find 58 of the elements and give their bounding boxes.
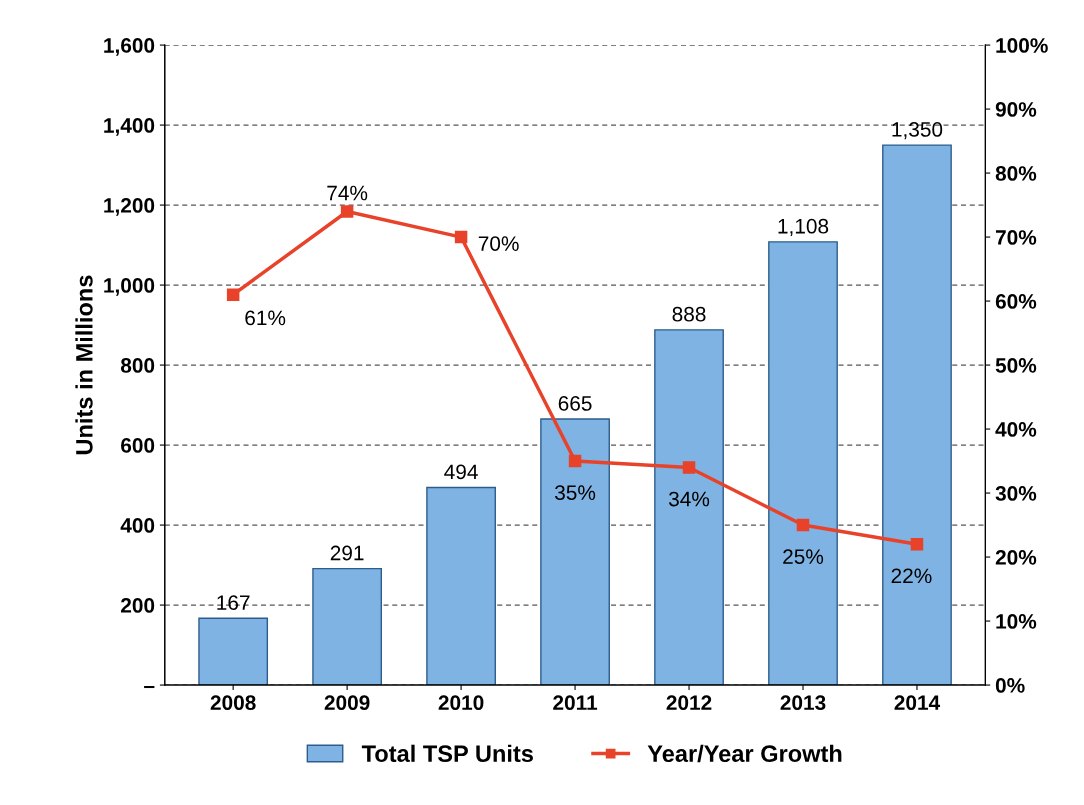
x-tick-label: 2013 [780,695,826,711]
point [796,518,810,532]
y2-tick-label: 40% [995,422,1037,437]
bar [426,486,496,686]
y-tick-label: – [144,685,155,689]
data-label: 25% [783,549,824,564]
y2-tick-label: 90% [995,102,1037,117]
legend-label: Year/Year Growth [647,744,842,763]
bar [540,418,610,686]
y-tick-label: 1,200 [104,198,155,216]
y-tick-label: 1,600 [104,38,155,56]
y2-tick-label: 100% [996,38,1048,53]
y-tick-label: 800 [120,358,155,373]
data-label: 888 [672,306,706,322]
y-axis-title: Units in Millions [75,275,93,455]
data-label: 70% [478,236,519,251]
bar [882,144,952,686]
bar [198,617,269,686]
y2-tick-label: 70% [995,230,1037,245]
data-label: 61% [245,310,286,326]
y-tick-label: 400 [120,518,155,533]
data-label: 1,108 [778,218,829,237]
data-label: 22% [891,568,932,584]
data-label: 665 [558,396,592,411]
x-tick-label: 2010 [438,695,484,711]
x-tick-label: 2009 [324,695,370,711]
x-tick-label: 2012 [666,695,712,711]
point [454,230,468,244]
data-label: 1,350 [892,122,943,140]
x-tick-label: 2011 [553,695,598,711]
legend-label: Total TSP Units [361,744,533,763]
point [568,454,582,468]
data-label: 167 [217,595,250,610]
y2-tick-label: 30% [995,486,1037,501]
y2-tick-label: 10% [996,614,1037,629]
y2-tick-label: 50% [995,358,1037,373]
y2-tick-label: 0% [995,678,1025,693]
y2-tick-label: 80% [995,166,1037,181]
y2-tick-label: 60% [995,294,1037,309]
data-label: 34% [668,491,710,507]
y-tick-label: 200 [121,598,155,613]
y-tick-label: 1,400 [104,118,155,136]
y-tick-label: 1,000 [104,278,155,296]
bar [768,241,838,686]
point [340,205,354,218]
y-tick-label: 600 [121,438,155,453]
point [226,288,240,301]
point [682,461,696,474]
x-tick-label: 2008 [210,695,256,711]
data-label: 291 [330,545,364,561]
x-tick-label: 2014 [894,695,941,711]
bar [312,567,383,686]
y2-tick-label: 20% [995,550,1037,565]
data-label: 35% [555,485,596,500]
data-label: 74% [327,185,368,201]
bar [654,329,724,686]
data-label: 494 [444,464,478,480]
point [910,538,924,551]
